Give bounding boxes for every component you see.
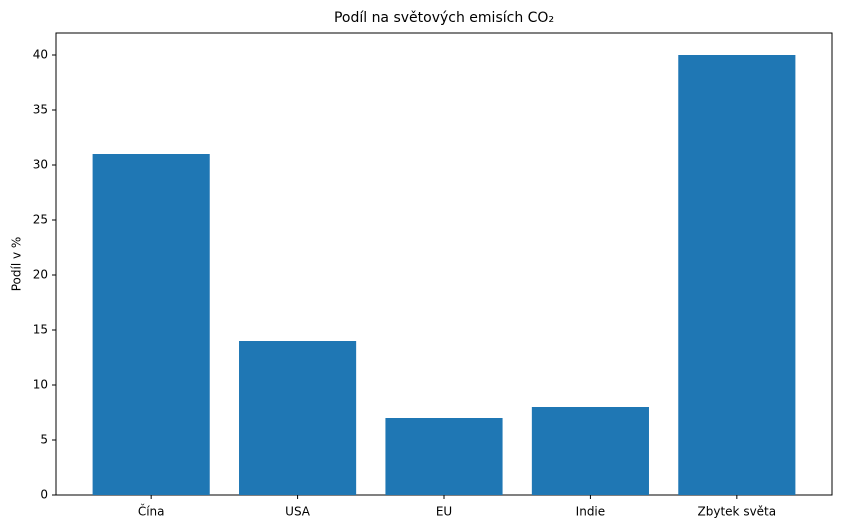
y-axis-label: Podíl v % xyxy=(10,237,24,292)
x-tick-label: EU xyxy=(436,505,452,519)
y-tick-label: 0 xyxy=(40,488,48,502)
y-tick-label: 40 xyxy=(33,48,48,62)
x-tick-label: Indie xyxy=(576,505,605,519)
bar xyxy=(92,154,210,495)
bar xyxy=(239,341,357,495)
y-tick-label: 35 xyxy=(33,103,48,117)
x-tick-label: Zbytek světa xyxy=(698,505,777,519)
y-tick-label: 30 xyxy=(33,158,48,172)
y-tick-label: 10 xyxy=(33,378,48,392)
bar xyxy=(385,418,503,495)
y-tick-label: 20 xyxy=(33,268,48,282)
bar xyxy=(678,55,796,495)
chart-title: Podíl na světových emisích CO₂ xyxy=(334,10,554,26)
y-tick-label: 5 xyxy=(40,433,48,447)
x-tick-label: USA xyxy=(285,505,311,519)
y-tick-label: 15 xyxy=(33,323,48,337)
bar xyxy=(531,407,649,495)
x-tick-label: Čína xyxy=(138,504,165,519)
y-tick-label: 25 xyxy=(33,213,48,227)
